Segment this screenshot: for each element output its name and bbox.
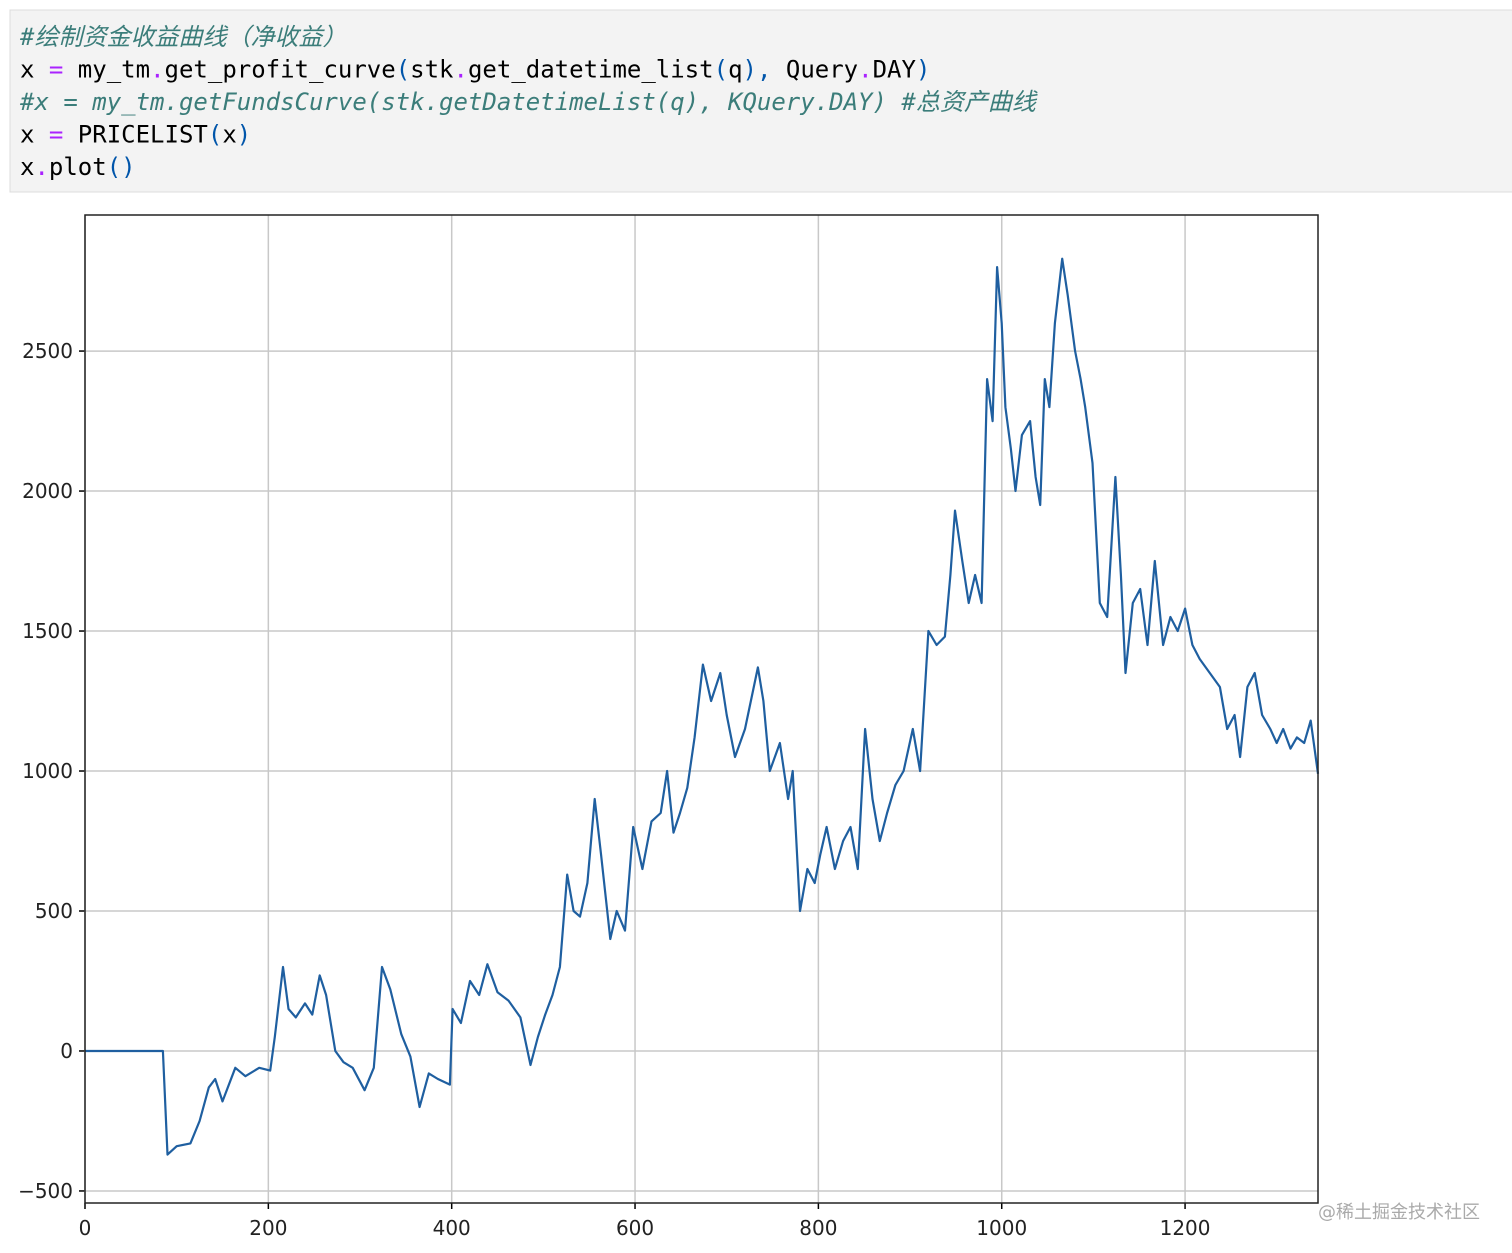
code-token: ), (743, 56, 772, 84)
y-tick-label: 1500 (22, 619, 73, 643)
code-token: ( (396, 56, 410, 84)
code-token: #x = my_tm.getFundsCurve(stk.getDatetime… (19, 88, 1038, 116)
x-tick-label: 600 (616, 1216, 654, 1240)
x-tick-label: 0 (79, 1216, 92, 1240)
code-token: my_tm (63, 56, 150, 84)
code-block: #绘制资金收益曲线（净收益）x = my_tm.get_profit_curve… (19, 23, 1038, 181)
x-tick-label: 200 (249, 1216, 287, 1240)
code-token: = (49, 121, 63, 149)
y-tick-label: 500 (35, 899, 73, 923)
code-line: #x = my_tm.getFundsCurve(stk.getDatetime… (19, 88, 1038, 116)
code-token: . (858, 56, 872, 84)
y-tick-label: 2000 (22, 479, 73, 503)
code-token: ( (714, 56, 728, 84)
code-line: x = my_tm.get_profit_curve(stk.get_datet… (20, 56, 930, 84)
x-tick-label: 1200 (1160, 1216, 1211, 1240)
code-cell (9, 9, 1512, 193)
plot-frame (84, 214, 1319, 1204)
code-token: . (34, 153, 48, 181)
code-token: x (20, 153, 34, 181)
code-line: #绘制资金收益曲线（净收益） (19, 23, 346, 51)
code-token: () (107, 153, 136, 181)
code-token: get_datetime_list (468, 56, 714, 84)
code-token: ( (208, 121, 222, 149)
code-token: ) (916, 56, 930, 84)
y-tick-label: −500 (18, 1179, 73, 1203)
code-token: Query (771, 56, 858, 84)
code-token: x (20, 56, 49, 84)
x-tick-label: 400 (433, 1216, 471, 1240)
x-tick-label: 1000 (976, 1216, 1027, 1240)
code-token: . (150, 56, 164, 84)
y-tick-label: 0 (60, 1039, 73, 1063)
code-token: get_profit_curve (165, 56, 396, 84)
code-token: DAY (873, 56, 917, 84)
code-line: x.plot() (20, 153, 136, 181)
code-token: . (454, 56, 468, 84)
code-token: ) (237, 121, 251, 149)
code-token: x (20, 121, 49, 149)
y-tick-label: 1000 (22, 759, 73, 783)
code-token: = (49, 56, 63, 84)
code-token: #绘制资金收益曲线（净收益） (19, 23, 346, 51)
watermark: @稀土掘金技术社区 (1318, 1202, 1480, 1223)
y-tick-label: 2500 (22, 339, 73, 363)
code-token: plot (49, 153, 107, 181)
code-token: stk (410, 56, 454, 84)
x-tick-label: 800 (799, 1216, 837, 1240)
code-line: x = PRICELIST(x) (20, 121, 251, 149)
code-token: PRICELIST (63, 121, 208, 149)
data-line (85, 257, 1320, 1156)
code-token: x (222, 121, 236, 149)
code-token: q (728, 56, 742, 84)
